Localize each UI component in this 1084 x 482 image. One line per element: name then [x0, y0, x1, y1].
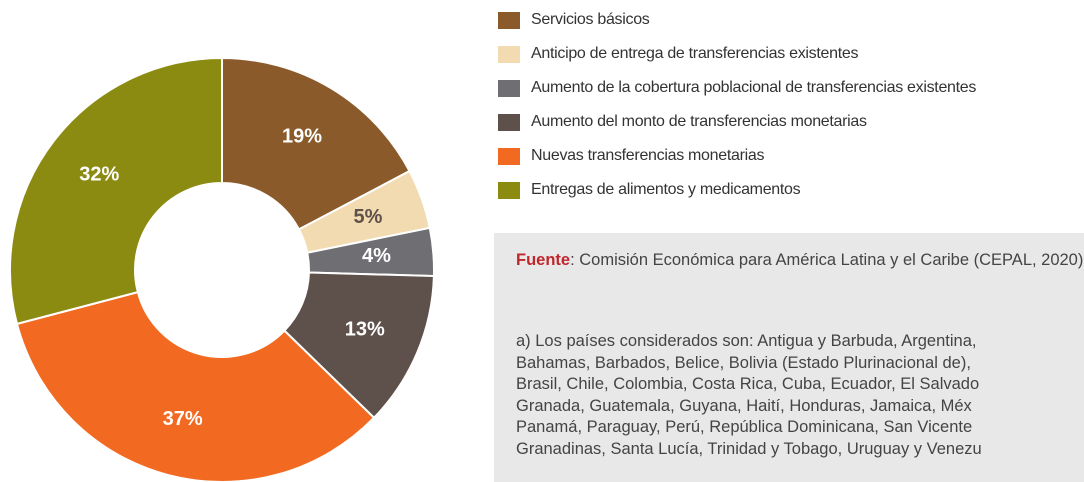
- legend-swatch: [498, 80, 520, 97]
- legend-swatch: [498, 46, 520, 63]
- legend-label: Aumento de la cobertura poblacional de t…: [531, 79, 977, 96]
- legend-swatch: [498, 148, 520, 165]
- legend-item: Entregas de alimentos y medicamentos: [498, 178, 1084, 212]
- data-label: 5%: [354, 206, 383, 228]
- note-line: Granada, Guatemala, Guyana, Haití, Hondu…: [516, 396, 972, 415]
- legend-swatch: [498, 12, 520, 29]
- legend-label: Anticipo de entrega de transferencias ex…: [531, 45, 859, 62]
- legend-label: Servicios básicos: [531, 11, 650, 28]
- legend-item: Servicios básicos: [498, 8, 1084, 42]
- legend: Servicios básicos Anticipo de entrega de …: [498, 8, 1084, 212]
- source-label: Fuente: [516, 251, 571, 269]
- note-line: Brasil, Chile, Colombia, Costa Rica, Cub…: [516, 375, 980, 393]
- slice: [221, 56, 411, 231]
- note-line: Granadinas, Santa Lucía, Trinidad y Toba…: [516, 439, 982, 458]
- legend-item: Aumento de la cobertura poblacional de t…: [498, 76, 1084, 110]
- data-label: 13%: [345, 319, 385, 341]
- data-label: 32%: [79, 164, 119, 186]
- legend-label: Entregas de alimentos y medicamentos: [531, 181, 801, 198]
- note-line: Bahamas, Barbados, Belice, Bolivia (Esta…: [516, 353, 971, 372]
- slice: [9, 56, 223, 326]
- legend-item: Nuevas transferencias monetarias: [498, 144, 1084, 178]
- note-line: Panamá, Paraguay, Perú, República Domini…: [516, 418, 973, 436]
- data-label: 37%: [163, 408, 203, 430]
- slice: [15, 290, 376, 482]
- source-box: Fuente: Comisión Económica para América …: [494, 233, 1084, 482]
- legend-label: Nuevas transferencias monetarias: [531, 147, 765, 164]
- source: Fuente: Comisión Económica para América …: [516, 249, 1084, 271]
- data-label: 19%: [282, 126, 322, 148]
- notes: a) Los países considerados son: Antigua …: [516, 331, 982, 460]
- donut-chart: 19% 5% 4% 13% 37% 32%: [9, 56, 435, 482]
- legend-item: Anticipo de entrega de transferencias ex…: [498, 42, 1084, 76]
- data-label: 4%: [362, 245, 391, 267]
- legend-swatch: [498, 114, 520, 131]
- legend-item: Aumento del monto de transferencias mone…: [498, 110, 1084, 144]
- legend-label: Aumento del monto de transferencias mone…: [531, 113, 867, 130]
- note-line: a) Los países considerados son: Antigua …: [516, 332, 977, 350]
- legend-swatch: [498, 182, 520, 199]
- source-text: : Comisión Económica para América Latina…: [570, 251, 1084, 269]
